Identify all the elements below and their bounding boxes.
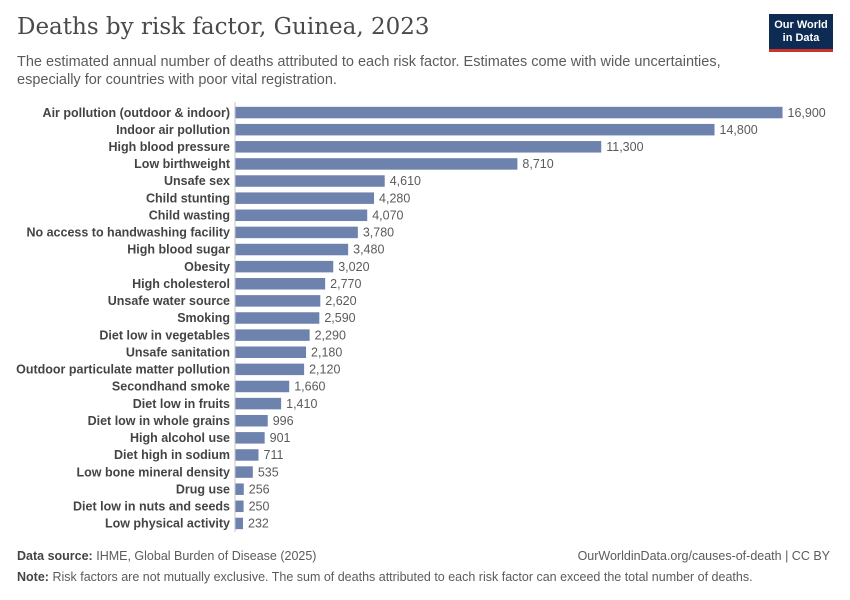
bar[interactable] [235,141,602,153]
logo-line-2: in Data [782,32,820,44]
value-label: 2,590 [324,311,355,325]
value-label: 2,770 [330,277,361,291]
category-label: Drug use [176,482,230,496]
bar[interactable] [235,106,783,119]
data-source-label: Data source: [17,549,93,563]
bar[interactable] [235,329,310,341]
value-label: 4,280 [379,191,410,205]
category-label: Unsafe sanitation [126,345,230,359]
value-label: 2,120 [309,363,340,377]
logo-line-1: Our World [774,19,828,31]
bar[interactable] [235,123,715,136]
category-label: Outdoor particulate matter pollution [16,363,230,377]
value-label: 8,710 [522,157,553,171]
category-label: Diet low in fruits [133,397,230,411]
note-text: Risk factors are not mutually exclusive.… [52,570,753,584]
value-label: 2,290 [315,328,346,342]
bar[interactable] [235,243,349,256]
category-label: Diet low in whole grains [88,414,230,428]
category-label: Low bone mineral density [77,465,231,479]
chart-subtitle: The estimated annual number of deaths at… [17,54,721,88]
bar[interactable] [235,158,518,170]
data-source: Data source: IHME, Global Burden of Dise… [17,549,316,563]
chart-title: Deaths by risk factor, Guinea, 2023 [17,14,430,40]
category-label: High cholesterol [132,277,230,291]
bar[interactable] [235,278,326,290]
owid-logo[interactable]: Our World in Data [769,14,833,52]
value-label: 4,070 [372,208,403,222]
bar[interactable] [235,517,244,530]
category-label: Unsafe sex [164,174,230,188]
value-label: 1,660 [294,380,325,394]
bar[interactable] [235,466,253,478]
bar-chart: Air pollution (outdoor & indoor) 16,900 In… [16,102,826,532]
bar[interactable] [235,312,320,324]
bar[interactable] [235,449,259,461]
category-label: Indoor air pollution [116,123,230,137]
value-label: 996 [273,414,294,428]
bar[interactable] [235,226,358,239]
value-label: 4,610 [390,174,421,188]
value-label: 3,020 [338,260,369,274]
bar[interactable] [235,192,375,204]
category-label: High alcohol use [130,431,230,445]
bar[interactable] [235,363,305,376]
bar[interactable] [235,432,265,444]
note-label: Note: [17,570,49,584]
value-label: 11,300 [606,140,643,154]
value-label: 535 [258,465,279,479]
bar[interactable] [235,483,244,495]
category-label: Air pollution (outdoor & indoor) [43,106,230,120]
category-label: Unsafe water source [108,294,230,308]
value-label: 2,620 [325,294,356,308]
category-label: High blood sugar [127,243,230,257]
category-label: Diet low in nuts and seeds [73,500,230,514]
bar[interactable] [235,175,385,187]
value-label: 2,180 [311,345,342,359]
category-label: Diet high in sodium [114,448,230,462]
value-label: 14,800 [720,123,758,137]
bar[interactable] [235,346,307,358]
category-label: Diet low in vegetables [99,328,230,342]
category-label: No access to handwashing facility [26,226,230,240]
bar[interactable] [235,295,321,307]
value-label: 256 [249,482,270,496]
value-label: 250 [249,500,270,514]
category-label: Obesity [184,260,230,274]
category-label: Child wasting [149,208,230,222]
bar[interactable] [235,414,268,427]
value-label: 3,480 [353,243,384,257]
bar[interactable] [235,380,290,393]
bar[interactable] [235,500,244,513]
value-label: 232 [248,517,269,531]
bar[interactable] [235,209,368,222]
value-label: 3,780 [363,226,394,240]
category-label: Low physical activity [105,517,230,531]
bar[interactable] [235,397,282,410]
bar[interactable] [235,260,334,273]
source-url[interactable]: OurWorldinData.org/causes-of-death | CC … [577,549,830,563]
category-label: Smoking [177,311,230,325]
category-label: Child stunting [146,191,230,205]
value-label: 711 [264,448,284,462]
category-label: High blood pressure [108,140,230,154]
category-label: Secondhand smoke [112,380,230,394]
footnote: Note: Risk factors are not mutually excl… [17,570,753,584]
value-label: 1,410 [286,397,317,411]
value-label: 16,900 [788,106,826,120]
category-label: Low birthweight [134,157,231,171]
data-source-text[interactable]: IHME, Global Burden of Disease (2025) [96,549,317,563]
value-label: 901 [270,431,291,445]
